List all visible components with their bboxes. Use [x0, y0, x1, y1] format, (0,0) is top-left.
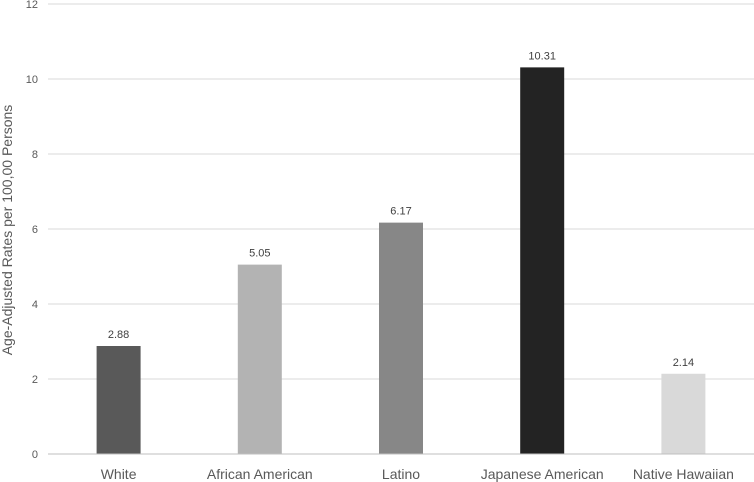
bar	[379, 222, 423, 454]
y-tick-label: 6	[32, 224, 38, 236]
data-label: 2.14	[673, 357, 694, 369]
x-category-label: Japanese American	[481, 466, 604, 482]
y-axis-ticks: 0 2 4 6 8 10 12	[26, 0, 38, 461]
x-category-label: White	[101, 466, 137, 482]
data-label: 5.05	[249, 248, 270, 260]
data-label: 10.31	[528, 50, 556, 62]
data-label: 2.88	[108, 329, 129, 341]
bar	[96, 346, 141, 454]
y-tick-label: 12	[26, 0, 38, 11]
y-tick-label: 8	[32, 149, 38, 161]
x-category-label: Latino	[382, 466, 420, 482]
y-tick-label: 2	[32, 374, 38, 386]
x-axis-categories: White African American Latino Japanese Amer…	[101, 466, 734, 482]
x-category-label: African American	[207, 466, 313, 482]
x-category-label: Native Hawaiian	[633, 466, 734, 482]
data-label: 6.17	[390, 206, 411, 218]
bars	[96, 67, 706, 454]
bar	[520, 67, 565, 454]
y-tick-label: 0	[32, 449, 38, 461]
y-tick-label: 4	[32, 299, 38, 311]
y-tick-label: 10	[26, 74, 38, 86]
bar	[661, 373, 706, 454]
data-labels: 2.88 5.05 6.17 10.31 2.14	[108, 50, 694, 368]
bar	[237, 264, 282, 454]
y-axis-label: Age-Adjusted Rates per 100,00 Persons	[0, 105, 15, 356]
